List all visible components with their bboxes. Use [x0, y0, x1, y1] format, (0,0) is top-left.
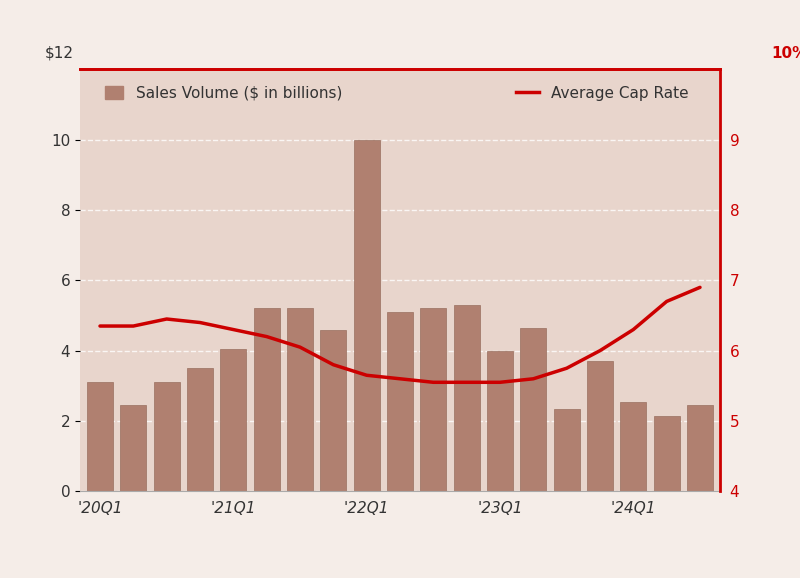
Bar — [154, 382, 180, 491]
Bar — [687, 405, 713, 491]
Bar — [120, 405, 146, 491]
Bar — [220, 349, 246, 491]
Bar — [387, 312, 413, 491]
Text: 10%: 10% — [771, 46, 800, 61]
Bar — [487, 351, 513, 491]
Bar — [454, 305, 480, 491]
Bar — [520, 328, 546, 491]
Bar — [620, 402, 646, 491]
Legend: Average Cap Rate: Average Cap Rate — [511, 81, 693, 105]
Bar — [554, 409, 580, 491]
Legend: Sales Volume ($ in billions): Sales Volume ($ in billions) — [101, 81, 346, 105]
Bar — [654, 416, 680, 491]
Bar — [354, 140, 380, 491]
Bar — [87, 382, 113, 491]
Bar — [587, 361, 613, 491]
Bar — [320, 329, 346, 491]
Bar — [254, 309, 280, 491]
Bar — [420, 309, 446, 491]
Bar — [287, 309, 313, 491]
Bar — [187, 368, 213, 491]
Text: $12: $12 — [45, 46, 74, 61]
